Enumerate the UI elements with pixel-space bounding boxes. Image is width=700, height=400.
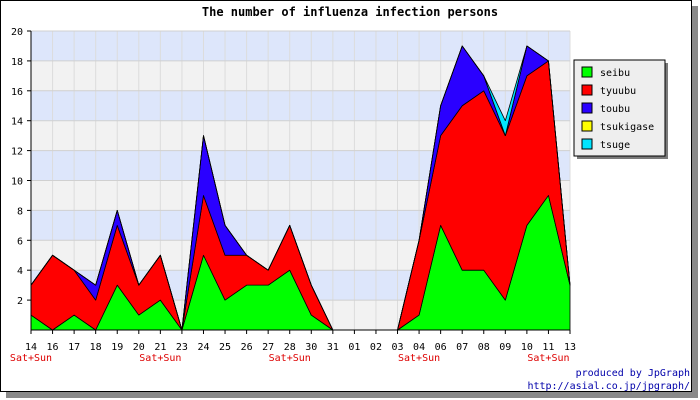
y-tick-label: 2 xyxy=(17,296,23,307)
x-tick-label: 09 xyxy=(499,342,511,353)
x-tick-label: 11 xyxy=(542,342,554,353)
x-tick-label: 10 xyxy=(521,342,533,353)
x-tick-labels: 14 16 17 18 19 20 21 23 24 25 26 27 28 30 31 01 02 03 04 06… xyxy=(10,342,576,364)
x-tick-label: 28 xyxy=(284,342,296,353)
credit-url[interactable]: http://asial.co.jp/jpgraph/ xyxy=(527,381,690,392)
x-tick-label: 13 xyxy=(564,342,576,353)
legend-swatch-tsuge xyxy=(581,138,593,150)
x-tick-label: 20 xyxy=(133,342,145,353)
x-tick-label: 16 xyxy=(47,342,59,353)
y-tick-label: 12 xyxy=(11,147,23,158)
y-tick-labels: 2 4 6 8 10 12 14 16 18 20 xyxy=(11,27,23,307)
x-tick-label: 25 xyxy=(219,342,231,353)
frame-shadow-bottom xyxy=(6,392,698,398)
y-tick-label: 20 xyxy=(11,27,23,38)
weekend-label: Sat+Sun xyxy=(398,353,440,364)
frame-shadow-right xyxy=(692,6,698,398)
legend-swatch-tyuubu xyxy=(581,84,593,96)
x-tick-label: 19 xyxy=(111,342,123,353)
axes xyxy=(27,30,571,334)
weekend-label: Sat+Sun xyxy=(527,353,569,364)
x-tick-label: 18 xyxy=(90,342,102,353)
y-tick-label: 14 xyxy=(11,117,23,128)
legend-swatch-toubu xyxy=(581,102,593,114)
x-tick-label: 27 xyxy=(262,342,274,353)
x-tick-label: 01 xyxy=(348,342,360,353)
y-tick-label: 18 xyxy=(11,57,23,68)
x-tick-label: 30 xyxy=(305,342,317,353)
series-area-tsuge xyxy=(30,45,571,331)
x-tick-label: 26 xyxy=(241,342,253,353)
legend-swatch-seibu xyxy=(581,66,593,78)
y-tick-label: 6 xyxy=(17,236,23,247)
x-tick-label: 17 xyxy=(68,342,80,353)
x-tick-label: 06 xyxy=(435,342,447,353)
legend-label-tyuubu: tyuubu xyxy=(600,86,636,97)
plot-band xyxy=(31,31,570,61)
x-tick-label: 08 xyxy=(478,342,490,353)
legend-label-toubu: toubu xyxy=(600,104,630,115)
legend-swatch-tsukigase xyxy=(581,120,593,132)
y-tick-label: 8 xyxy=(17,206,23,217)
x-tick-label: 07 xyxy=(456,342,468,353)
weekend-label: Sat+Sun xyxy=(10,353,52,364)
y-tick-label: 16 xyxy=(11,87,23,98)
y-tick-label: 10 xyxy=(11,177,23,188)
weekend-label: Sat+Sun xyxy=(269,353,311,364)
legend-label-tsukigase: tsukigase xyxy=(600,122,654,133)
y-tick-label: 4 xyxy=(17,266,23,277)
legend: seibu tyuubu toubu tsukigase tsuge xyxy=(573,59,668,159)
weekend-label: Sat+Sun xyxy=(139,353,181,364)
legend-label-seibu: seibu xyxy=(600,68,630,79)
x-tick-label: 23 xyxy=(176,342,188,353)
chart-title: The number of influenza infection person… xyxy=(202,5,498,19)
x-tick-label: 14 xyxy=(25,342,37,353)
legend-label-tsuge: tsuge xyxy=(600,140,630,151)
x-tick-label: 03 xyxy=(391,342,403,353)
x-tick-label: 31 xyxy=(327,342,339,353)
credit-produced-by: produced by JpGraph xyxy=(576,368,690,379)
x-tick-label: 21 xyxy=(154,342,166,353)
x-tick-label: 04 xyxy=(413,342,425,353)
x-tick-label: 02 xyxy=(370,342,382,353)
x-tick-label: 24 xyxy=(197,342,209,353)
